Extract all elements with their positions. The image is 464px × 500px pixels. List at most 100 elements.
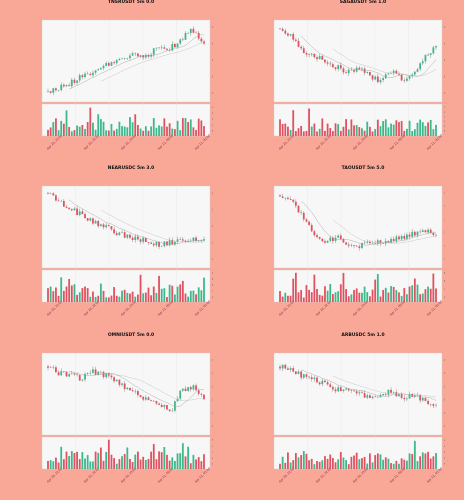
candle-body [294,201,297,206]
volume-bar [310,292,313,302]
volume-bar [92,122,94,136]
volume-bar [289,462,292,469]
candle-body [403,397,406,400]
candle-body [416,231,419,236]
volume-bar [350,119,353,136]
volume-bar [310,126,313,136]
candle-body [374,396,377,398]
chart-title: SAGAUSDT 5m 1.0 [339,0,387,5]
candle-body [411,231,414,237]
volume-bar [287,295,289,302]
candle-body [174,401,176,411]
volume-bar [284,462,287,469]
volume-bar [421,293,424,302]
volume-bar [142,293,145,302]
volume-bar [329,454,332,469]
volume-tick-label: 40000 [212,444,213,448]
candle-body [382,78,385,81]
volume-bar [353,455,355,469]
candle-body [329,63,332,65]
volume-bar [147,287,150,302]
y-tick-label: 0.211 [444,42,445,46]
volume-bar [413,440,416,469]
candle-body [387,240,390,243]
candle-body [174,241,176,245]
candle-body [353,390,355,392]
candle-body [371,75,374,80]
moving-average-line [332,48,437,77]
volume-bar [134,114,137,136]
candle-body [281,196,284,198]
volume-bar [300,125,303,136]
candle-body [321,380,324,385]
volume-bar [408,120,411,136]
volume-bar [363,286,366,302]
candle-body [105,63,108,66]
candle-body [86,73,89,75]
volume-bar [376,119,379,136]
candle-body [279,195,281,197]
volume-tick-label: 50000 [212,438,213,442]
candle-body [99,224,102,227]
volume-bar [363,456,366,469]
volume-bar [406,460,408,469]
volume-bar [297,457,300,469]
candle-body [49,193,52,194]
volume-tick-label: 250000 [444,110,445,114]
volume-bar [197,457,200,469]
volume-bar [395,120,398,136]
y-tick-label: 1.80 [212,358,213,362]
candle-body [326,382,329,385]
volume-bar [337,291,340,302]
candle-body [189,28,192,34]
candle-body [321,238,324,242]
candle-body [136,53,139,57]
candle-body [49,367,52,368]
volume-bar [168,284,171,302]
volume-bar [47,129,49,136]
candle-body [416,69,419,72]
volume-bar [331,294,334,302]
candle-body [144,54,147,58]
volume-bar [400,458,403,469]
candle-body [136,391,139,395]
volume-bar [192,290,195,302]
y-tick-label: 0.177 [212,25,213,29]
candle-body [403,235,406,239]
candle-body [158,241,160,247]
candle-body [329,237,332,241]
volume-bar [179,284,182,302]
volume-bar [358,292,361,302]
candle-body [353,70,355,72]
volume-bar [200,461,203,469]
volume-bar [292,278,295,302]
y-tick-label: 0.2980 [444,358,445,362]
candle-body [84,373,86,380]
candle-body [70,209,73,211]
price-plot-area [41,185,211,269]
candle-body [195,385,197,391]
candle-body [406,234,408,239]
candle-body [284,364,287,369]
candle-body [166,405,168,410]
volume-bar [294,453,297,469]
volume-bar [419,119,422,136]
volume-bar [424,125,427,136]
candle-body [107,225,110,227]
candle-body [376,76,379,83]
volume-bar [321,460,324,469]
volume-bar [195,294,197,302]
candle-body [55,88,57,91]
volume-bar [297,128,300,136]
candle-body [345,72,348,74]
volume-bar [139,128,142,136]
volume-bar [174,129,176,136]
volume-tick-label: 50000 [444,462,445,466]
volume-bar [163,288,166,302]
candle-body [136,236,139,240]
candle-body [382,393,385,396]
chart-panel: NEARUSDC 5m 3.0 2.185 2.180 2.175 2.170 2.165… [8,166,213,326]
volume-tick-label: 4000 [212,289,213,293]
chart-title: NEARUSDC 5m 3.0 [107,166,155,171]
volume-bar [366,292,369,302]
